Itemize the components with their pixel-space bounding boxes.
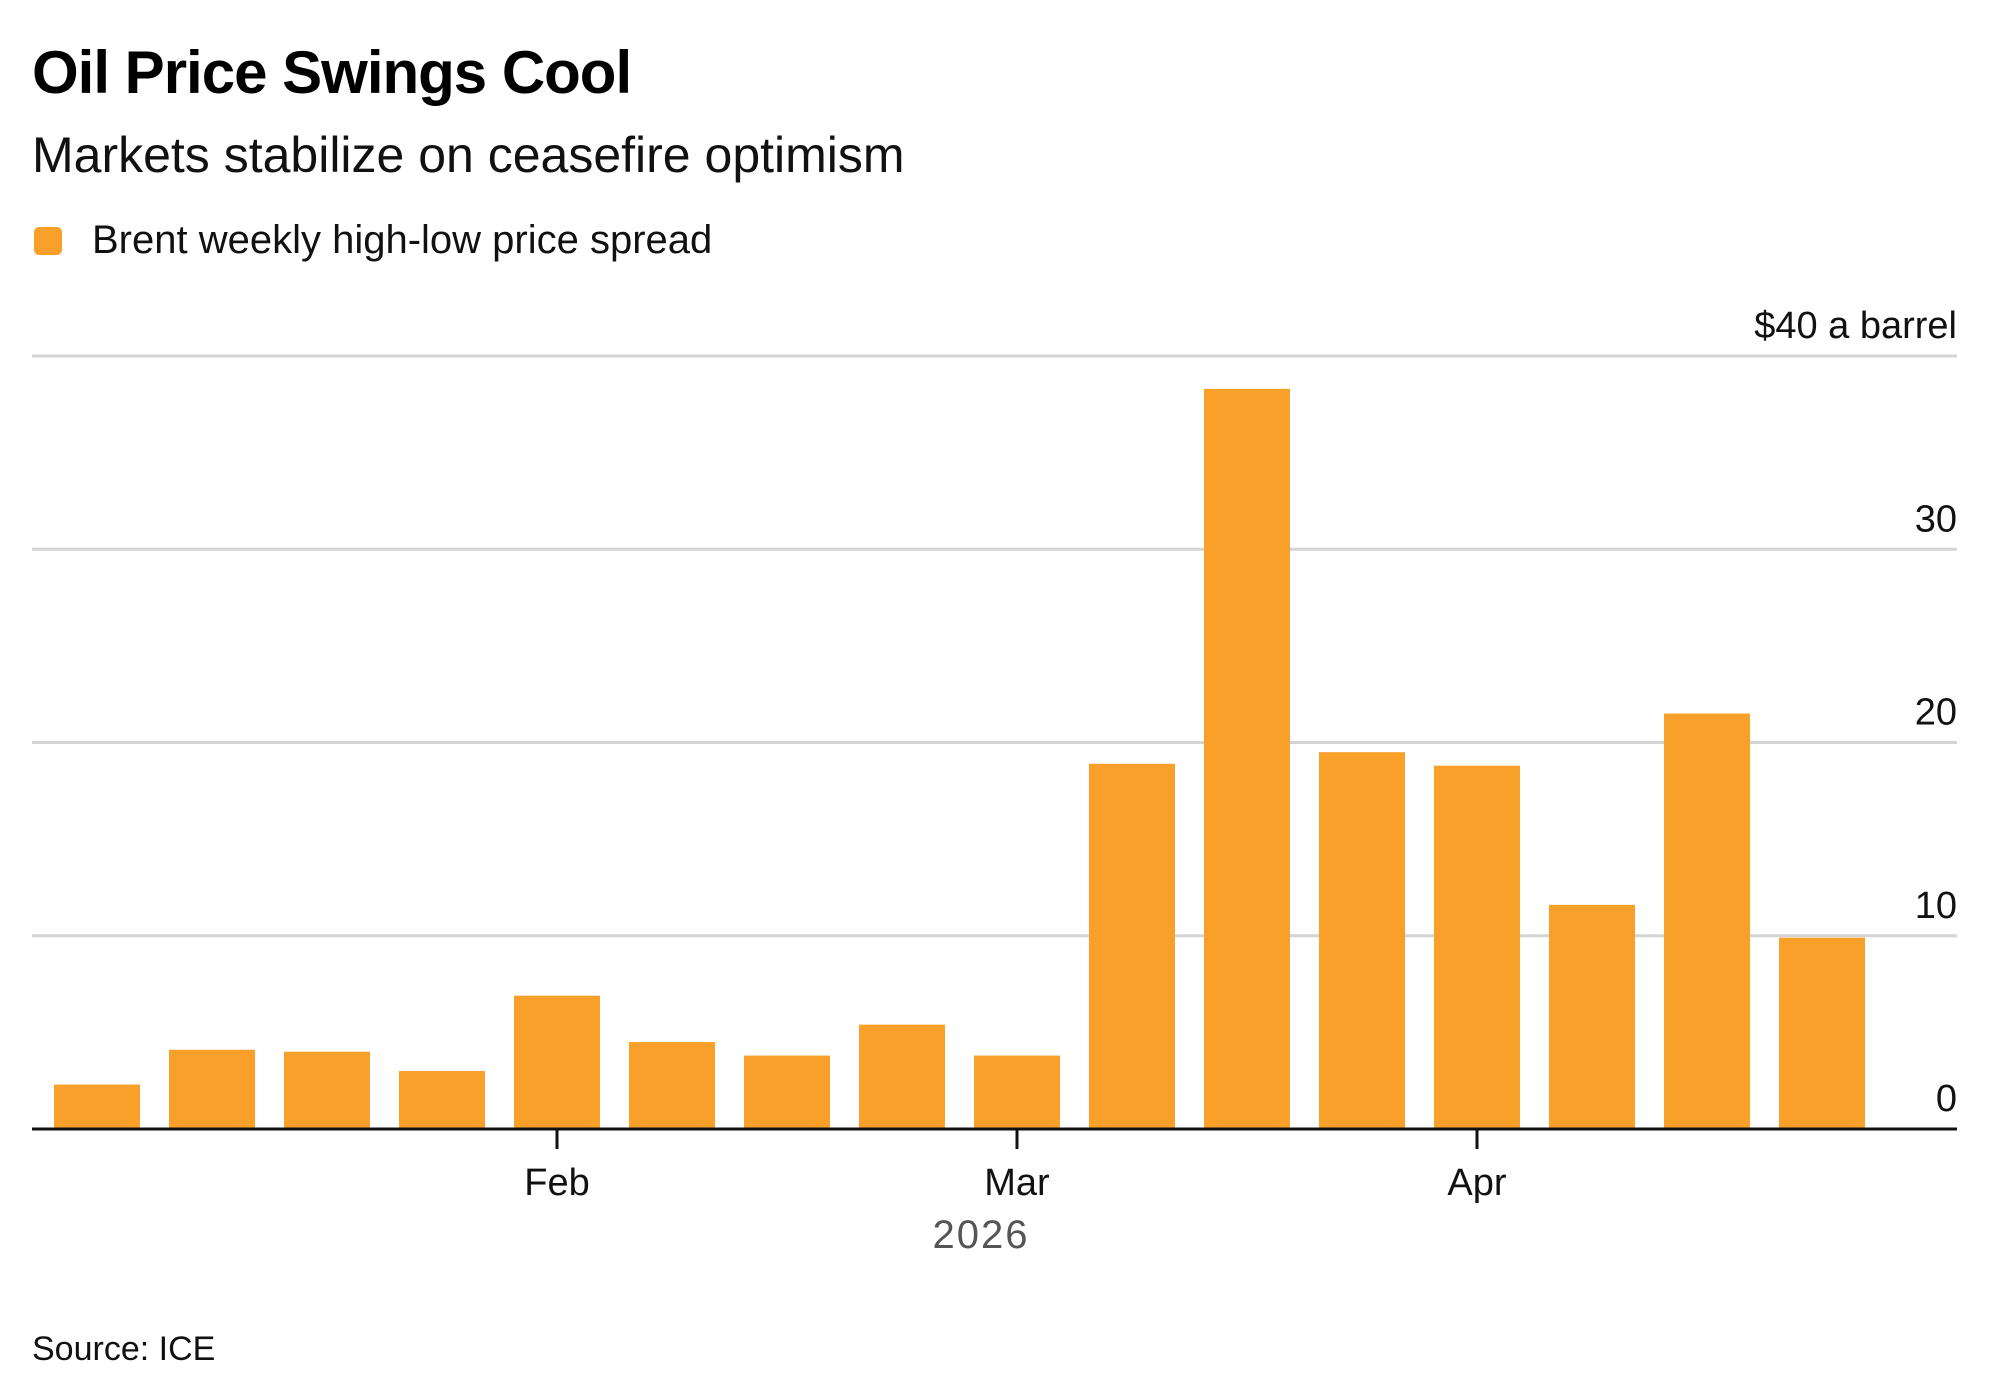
x-axis-labels: Feb Mar Apr <box>524 1162 1507 1204</box>
legend-label: Brent weekly high-low price spread <box>92 218 713 262</box>
y-tick-label: 20 <box>1915 692 1957 734</box>
x-tick-label: Mar <box>984 1162 1050 1204</box>
chart-title: Oil Price Swings Cool <box>32 39 632 106</box>
source-note: Source: ICE <box>32 1330 216 1368</box>
bar <box>1089 763 1175 1129</box>
x-tick-label: Feb <box>524 1162 589 1204</box>
bar <box>1549 904 1635 1129</box>
bar <box>1204 388 1290 1129</box>
gridlines <box>32 354 1957 938</box>
y-tick-label: $40 a barrel <box>1754 305 1957 347</box>
bar <box>514 995 600 1129</box>
bar <box>1664 713 1750 1129</box>
bar <box>284 1051 370 1129</box>
bar <box>1779 937 1865 1129</box>
y-tick-label: 10 <box>1915 885 1957 927</box>
year-label: 2026 <box>933 1213 1030 1257</box>
bar <box>859 1024 945 1129</box>
y-tick-label: 0 <box>1936 1078 1957 1120</box>
y-tick-label: 30 <box>1915 498 1957 540</box>
legend: Brent weekly high-low price spread <box>34 218 712 263</box>
bar <box>169 1049 255 1129</box>
bar <box>629 1042 715 1129</box>
x-axis <box>32 1127 1957 1149</box>
y-axis-labels: 0 10 20 30 $40 a barrel <box>1754 305 1957 1120</box>
bars <box>54 388 1865 1129</box>
bar <box>974 1055 1060 1129</box>
legend-swatch <box>34 226 62 255</box>
chart-subtitle: Markets stabilize on ceasefire optimism <box>32 127 905 183</box>
x-tick-label: Apr <box>1447 1162 1506 1204</box>
bar <box>1319 752 1405 1129</box>
bar <box>1434 765 1520 1129</box>
bar <box>54 1084 140 1129</box>
bar <box>744 1055 830 1129</box>
bar <box>399 1071 485 1129</box>
